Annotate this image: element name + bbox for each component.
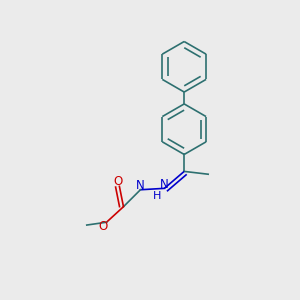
Text: O: O — [98, 220, 108, 233]
Text: N: N — [160, 178, 169, 191]
Text: N: N — [136, 179, 145, 192]
Text: H: H — [153, 191, 161, 201]
Text: O: O — [113, 175, 122, 188]
